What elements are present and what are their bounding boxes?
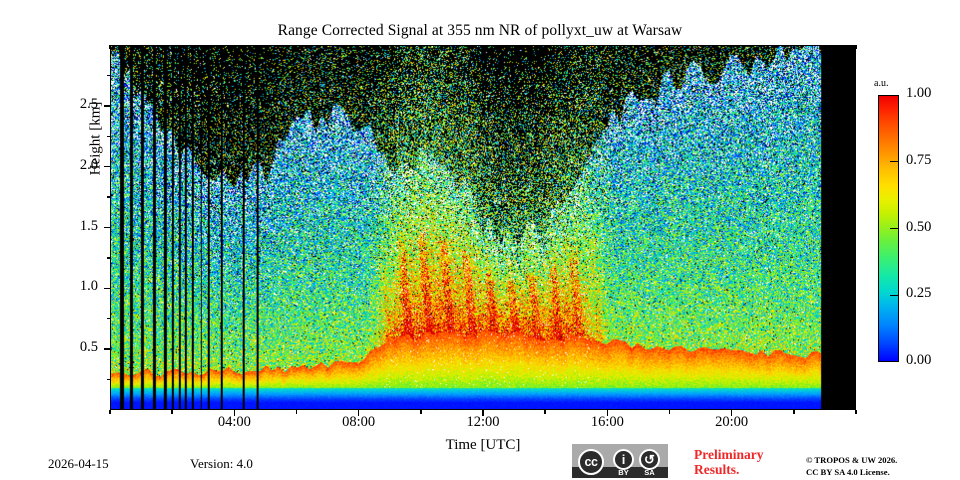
y-tick-mark: [850, 348, 856, 350]
y-tick-mark-minor: [106, 318, 110, 320]
copyright-line-1: © TROPOS & UW 2026.: [806, 455, 898, 465]
x-tick-mark-minor: [544, 410, 546, 414]
x-tick-mark: [357, 410, 360, 416]
y-tick-mark: [850, 105, 856, 107]
y-tick-mark: [850, 287, 856, 290]
x-tick-mark-minor: [420, 410, 422, 414]
y-tick-mark-minor: [106, 257, 110, 259]
cc-license-badge[interactable]: cc i ↺ BY SA: [572, 444, 668, 478]
x-tick-mark-minor: [544, 45, 546, 49]
x-tick-mark: [606, 45, 609, 51]
figure-version: Version: 4.0: [190, 456, 253, 471]
page-title: Range Corrected Signal at 355 nm NR of p…: [277, 22, 683, 39]
x-tick-mark: [357, 45, 360, 51]
colorbar-tick-label: 0.00: [906, 352, 932, 368]
x-tick-label: 04:00: [217, 414, 251, 430]
x-tick-label: 16:00: [590, 414, 624, 430]
y-tick-mark: [104, 287, 110, 290]
y-tick-mark-minor: [106, 74, 110, 77]
preliminary-results-note: Preliminary Results.: [694, 447, 804, 477]
lidar-quicklook-plot: [110, 45, 856, 410]
x-tick-mark-minor: [171, 45, 173, 49]
colorbar-tick-label: 1.00: [906, 85, 932, 101]
colorbar-unit-label: a.u.: [874, 78, 889, 89]
x-tick-mark-minor: [855, 45, 857, 49]
cc-by-label: BY: [618, 467, 629, 477]
x-tick-mark-minor: [109, 410, 111, 414]
y-tick-mark-minor: [106, 196, 110, 198]
colorbar-tick-label: 0.25: [906, 285, 932, 302]
x-tick-label: 20:00: [715, 414, 749, 430]
x-tick-mark-minor: [295, 410, 298, 414]
y-tick-mark-minor: [852, 135, 856, 137]
cc-by-icon: i: [613, 449, 634, 470]
preliminary-line-1: Preliminary: [694, 447, 764, 462]
cc-sa-icon: ↺: [639, 449, 660, 470]
preliminary-line-2: Results.: [694, 461, 740, 477]
colorbar-tick-label: 0.75: [906, 151, 932, 168]
y-tick-mark: [850, 226, 856, 229]
x-tick-mark: [233, 410, 236, 416]
y-axis-label: Height [km]: [87, 101, 104, 176]
x-tick-mark: [482, 45, 484, 51]
cc-logo-icon: cc: [578, 449, 604, 475]
y-tick-label: 2.0: [79, 156, 98, 173]
y-tick-label: 2.5: [79, 95, 98, 112]
x-tick-mark-minor: [295, 45, 298, 49]
colorbar-tick-mark: [890, 161, 898, 163]
cc-sa-label: SA: [644, 467, 655, 477]
heatmap-canvas: [111, 46, 855, 409]
figure-date: 2026-04-15: [48, 456, 109, 471]
y-tick-mark: [104, 105, 110, 107]
x-tick-mark: [606, 410, 609, 416]
y-tick-mark-minor: [852, 378, 856, 381]
y-tick-mark: [850, 165, 856, 168]
x-tick-mark-minor: [668, 45, 671, 49]
x-tick-mark-minor: [109, 45, 111, 49]
y-tick-mark-minor: [852, 318, 856, 320]
y-tick-mark-minor: [852, 196, 856, 198]
colorbar-tick-mark: [890, 227, 898, 230]
y-tick-label: 0.5: [79, 339, 98, 356]
copyright-note: © TROPOS & UW 2026. CC BY SA 4.0 License…: [806, 455, 897, 478]
x-tick-mark: [233, 45, 236, 51]
x-tick-mark-minor: [855, 410, 857, 414]
y-tick-mark: [104, 226, 110, 229]
y-tick-mark: [104, 348, 110, 350]
y-tick-label: 1.5: [79, 217, 98, 234]
x-tick-mark-minor: [793, 45, 795, 49]
x-axis-label: Time [UTC]: [445, 437, 521, 453]
y-tick-mark-minor: [852, 257, 856, 259]
cc-badge-bar: [572, 467, 668, 478]
x-tick-mark-minor: [420, 45, 422, 49]
colorbar-tick-label: 0.50: [906, 218, 932, 235]
x-tick-mark-minor: [793, 410, 795, 414]
y-tick-mark-minor: [852, 74, 856, 77]
y-tick-mark-minor: [106, 378, 110, 381]
x-tick-label: 12:00: [466, 414, 500, 430]
x-tick-mark-minor: [668, 410, 671, 414]
x-tick-mark-minor: [171, 410, 173, 414]
x-tick-label: 08:00: [342, 414, 376, 430]
x-tick-mark: [730, 45, 733, 51]
colorbar-tick-mark: [890, 294, 898, 296]
y-tick-mark: [104, 165, 110, 168]
y-tick-label: 1.0: [79, 278, 98, 295]
x-tick-mark: [482, 410, 484, 416]
x-tick-mark: [730, 410, 733, 416]
copyright-line-2: CC BY SA 4.0 License.: [806, 466, 890, 477]
y-tick-mark-minor: [106, 135, 110, 137]
